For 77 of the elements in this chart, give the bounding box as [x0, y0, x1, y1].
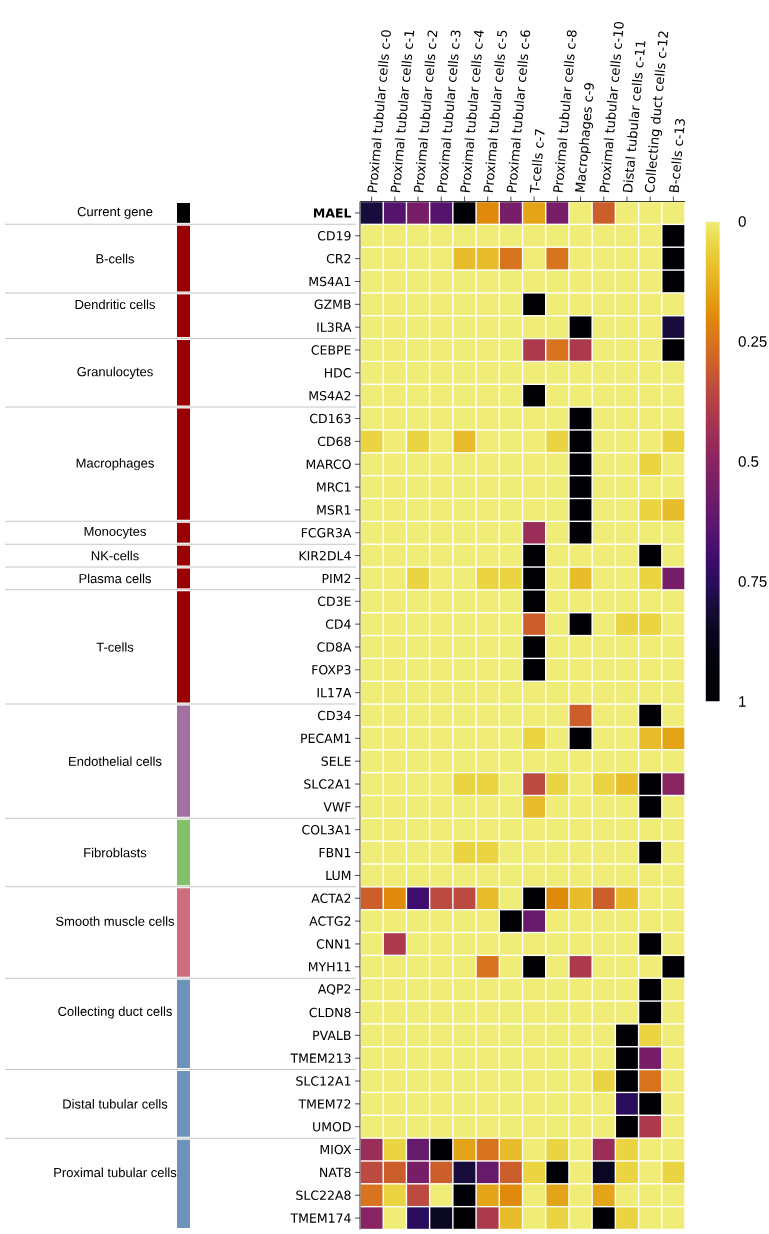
- x-tick-label: Proximal tubular cells c-1: [390, 30, 415, 193]
- y-tick-label: PVALB: [313, 1030, 351, 1040]
- y-tick-label: CD3E: [317, 596, 351, 607]
- y-tick-label: TMEM174: [290, 1213, 351, 1223]
- y-tick-label: IL17A: [317, 688, 352, 698]
- x-tick-label: Proximal tubular cells c-4: [460, 30, 484, 193]
- y-tick-label: PECAM1: [301, 733, 351, 744]
- x-tick-label: Proximal tubular cells c-10: [599, 22, 624, 193]
- y2-tick-label: B-cells: [96, 253, 135, 264]
- y-tick-label: IL3RA: [317, 322, 352, 332]
- y-tick-label: SLC22A8: [296, 1190, 351, 1200]
- y-tick-label: ACTA2: [311, 893, 351, 903]
- y-tick-label: ACTG2: [309, 916, 351, 926]
- y-tick-label: CD163: [309, 413, 351, 424]
- color-bar-label: 0.25: [738, 336, 767, 347]
- y-tick-label: CLDN8: [309, 1007, 351, 1018]
- y-tick-label: MSR1: [317, 505, 351, 515]
- y-tick-label: FOXP3: [312, 665, 351, 675]
- y2-tick-label: NK-cells: [91, 550, 139, 561]
- y2-tick-label: Current gene: [77, 207, 153, 219]
- y2-tick-label: Endothelial cells: [69, 756, 162, 766]
- y2-tick-label: Distal tubular cells: [63, 1099, 168, 1109]
- y-tick-label: KIR2DL4: [299, 550, 351, 561]
- y2-tick-label: Monocytes: [84, 526, 146, 539]
- color-bar-label: 0.75: [738, 576, 767, 587]
- y-tick-label: AQP2: [317, 984, 351, 996]
- color-bar-label: 1: [739, 696, 746, 707]
- y-tick-label: MIOX: [320, 1144, 352, 1155]
- y-tick-label: CEBPE: [311, 345, 351, 355]
- x-tick-label: Macrophages c-9: [575, 83, 594, 193]
- y-tick-label: FBN1: [319, 848, 351, 858]
- y-tick-label: HDC: [324, 368, 351, 378]
- color-bar-label: 0: [738, 216, 746, 227]
- y-tick-label: SELE: [321, 756, 351, 766]
- y-tick-label: NAT8: [320, 1167, 351, 1178]
- color-bar-label: 0.5: [738, 456, 759, 467]
- y-tick-label: LUM: [326, 870, 351, 881]
- y2-tick-label: Proximal tubular cells: [54, 1167, 177, 1178]
- y-tick-label: MAEL: [314, 208, 352, 218]
- y-tick-label: MRC1: [317, 482, 351, 492]
- y-tick-label: GZMB: [314, 299, 351, 310]
- y2-tick-label: Fibroblasts: [84, 847, 147, 858]
- y-tick-label: CNN1: [316, 939, 351, 949]
- x-tick-label: Proximal tubular cells c-0: [367, 30, 391, 193]
- y-tick-label: PIM2: [322, 573, 351, 584]
- x-tick-label: Proximal tubular cells c-2: [413, 30, 438, 193]
- y-tick-label: SLC12A1: [296, 1076, 351, 1086]
- y2-tick-label: Collecting duct cells: [58, 1006, 172, 1019]
- y-tick-label: CD68: [317, 436, 351, 447]
- y2-tick-label: Smooth muscle cells: [55, 916, 175, 926]
- x-tick-label: Proximal tubular cells c-6: [506, 30, 531, 193]
- y-tick-label: MS4A1: [309, 276, 351, 287]
- y2-tick-label: Plasma cells: [79, 573, 151, 584]
- y-tick-label: MS4A2: [309, 390, 351, 401]
- y-tick-label: COL3A1: [302, 825, 351, 835]
- y-tick-label: MYH11: [308, 962, 351, 972]
- x-tick-label: Proximal tubular cells c-5: [483, 30, 507, 193]
- y-tick-label: UMOD: [313, 1121, 351, 1132]
- y2-tick-label: Granulocytes: [77, 366, 153, 379]
- y-tick-label: SLC2A1: [304, 779, 351, 789]
- y-tick-label: CD34: [317, 710, 351, 721]
- y-tick-label: FCGR3A: [301, 528, 352, 538]
- y-tick-label: CR2: [326, 253, 351, 264]
- x-tick-label: Distal tubular cells c-11: [622, 41, 646, 193]
- y-tick-label: VWF: [323, 802, 351, 812]
- y-tick-label: MARCO: [306, 459, 351, 469]
- y-tick-label: TMEM72: [298, 1099, 351, 1109]
- x-tick-label: B-cells c-13: [669, 119, 685, 193]
- y2-tick-label: Macrophages: [76, 458, 154, 471]
- y-tick-label: CD4: [325, 619, 351, 629]
- x-tick-label: Proximal tubular cells c-3: [437, 30, 461, 193]
- y-tick-label: TMEM213: [290, 1053, 351, 1063]
- y2-tick-label: Dendritic cells: [75, 299, 155, 310]
- y-tick-label: CD19: [317, 231, 351, 241]
- x-tick-label: T-cells c-7: [529, 129, 545, 193]
- y2-tick-label: T-cells: [96, 642, 134, 652]
- y-tick-label: CD8A: [317, 642, 352, 652]
